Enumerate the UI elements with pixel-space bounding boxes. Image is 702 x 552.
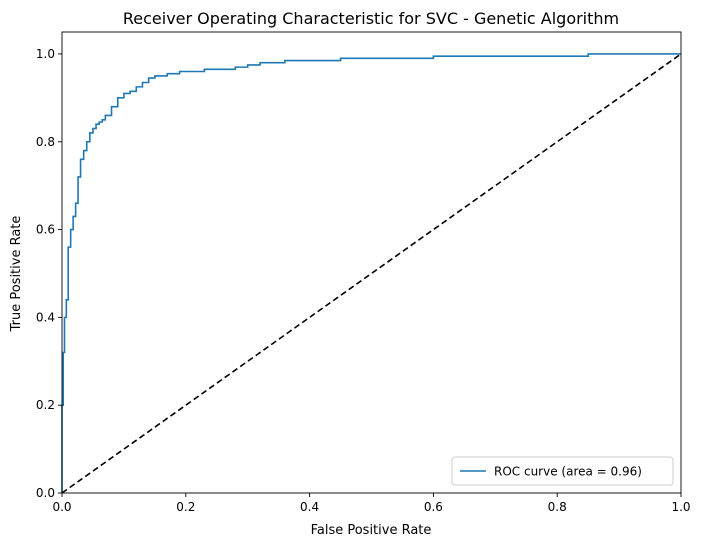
legend-box bbox=[451, 456, 674, 486]
x-tick-label: 0.4 bbox=[300, 500, 319, 514]
axes-frame bbox=[61, 31, 682, 494]
plot-area: 0.0 0.2 0.4 0.6 0.8 1.0 0.0 0.2 0.4 0.6 0.8 1.0 ROC … bbox=[36, 31, 691, 514]
x-tick-label: 0.2 bbox=[176, 500, 195, 514]
y-axis-label: True Positive Rate bbox=[9, 216, 24, 333]
y-tick-label: 1.0 bbox=[36, 47, 55, 61]
legend-label: ROC curve (area = 0.96) bbox=[494, 465, 642, 479]
axes-background bbox=[62, 32, 681, 493]
chance-diagonal-line bbox=[61, 53, 682, 494]
x-tick-label: 0.6 bbox=[424, 500, 443, 514]
y-tick-label: 0.8 bbox=[36, 135, 55, 149]
x-tick-label: 0.8 bbox=[548, 500, 567, 514]
chart-title: Receiver Operating Characteristic for SV… bbox=[123, 9, 619, 28]
y-tick-label: 0.4 bbox=[36, 310, 55, 324]
x-tick-label: 1.0 bbox=[671, 500, 690, 514]
y-tick-label: 0.2 bbox=[36, 398, 55, 412]
x-axis-label: False Positive Rate bbox=[311, 523, 432, 538]
y-tick-label: 0.6 bbox=[36, 223, 55, 237]
y-tick-label: 0.0 bbox=[36, 486, 55, 500]
roc-curve-line bbox=[61, 53, 681, 493]
x-tick-label: 0.0 bbox=[52, 500, 71, 514]
legend: ROC curve (area = 0.96) bbox=[451, 456, 674, 486]
